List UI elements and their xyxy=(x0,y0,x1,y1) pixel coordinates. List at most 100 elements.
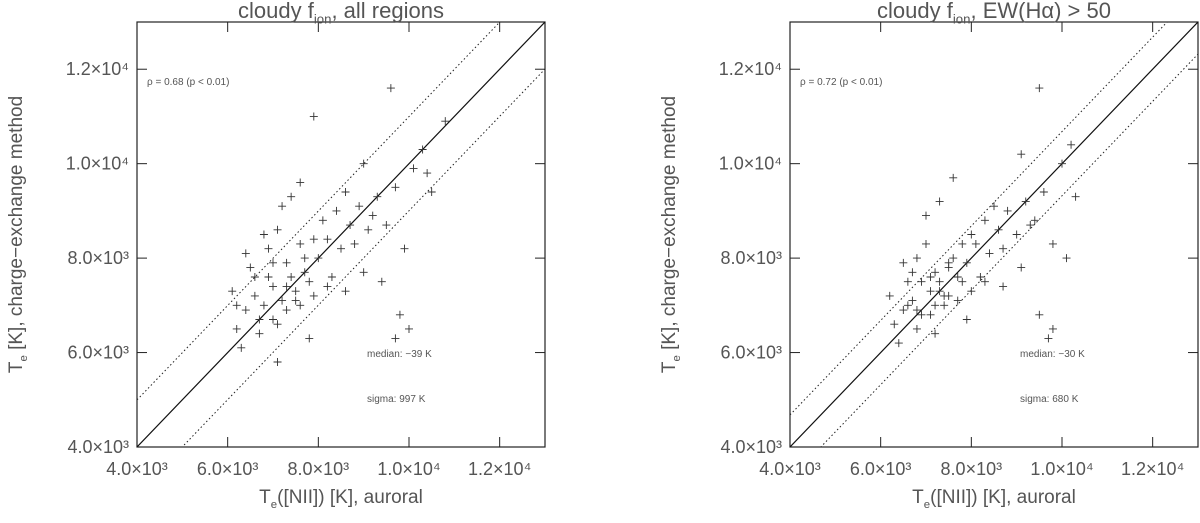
scatter-point xyxy=(1048,239,1057,248)
scatter-point xyxy=(1035,310,1044,319)
scatter-point xyxy=(332,206,341,215)
scatter-point xyxy=(1062,254,1071,263)
scatter-point xyxy=(949,173,958,182)
scatter-point xyxy=(926,287,935,296)
scatter-point xyxy=(409,164,418,173)
chart-title-main: cloudy f xyxy=(877,0,954,23)
y-tick-label: 1.2×10⁴ xyxy=(719,59,782,79)
scatter-point xyxy=(323,282,332,291)
scatter-point xyxy=(395,310,404,319)
scatter-point xyxy=(237,343,246,352)
y-axis-label-sub: e xyxy=(671,355,683,361)
y-axis-label-main: T xyxy=(6,361,27,373)
scatter-point xyxy=(922,239,930,248)
scatter-point xyxy=(377,277,386,286)
annotation: sigma: 997 K xyxy=(367,394,426,405)
scatter-point xyxy=(1026,221,1035,230)
scatter-point xyxy=(269,282,277,291)
scatter-point xyxy=(391,183,400,192)
panel: 4.0×10³ 6.0×10³ 8.0×10³ 1.0×10⁴ 1.2×10⁴ 4.0×1… xyxy=(6,0,546,511)
scatter-point xyxy=(962,258,971,267)
scatter-point xyxy=(999,282,1008,291)
chart-title-sub: ion xyxy=(314,12,332,27)
scatter-point xyxy=(368,211,377,220)
scatter-point xyxy=(885,291,894,300)
sigma-band-line xyxy=(137,22,501,401)
scatter-point xyxy=(423,169,432,178)
scatter-point xyxy=(282,282,291,291)
scatter-point xyxy=(908,268,917,277)
scatter-point xyxy=(1048,324,1057,333)
scatter-point xyxy=(250,291,259,300)
y-axis-label-main: T xyxy=(659,361,680,373)
scatter-point xyxy=(391,334,400,343)
x-tick-label: 1.2×10⁴ xyxy=(468,459,531,479)
scatter-point xyxy=(296,301,305,310)
scatter-point xyxy=(944,258,953,267)
chart-title-rest: , EW(Hα) > 50 xyxy=(970,0,1110,23)
scatter-point xyxy=(273,225,282,234)
chart-title-rest: , all regions xyxy=(331,0,444,23)
scatter-point xyxy=(990,202,998,211)
scatter-point xyxy=(337,244,345,253)
scatter-point xyxy=(1044,334,1053,343)
scatter-point xyxy=(259,230,268,239)
x-axis-label-rest: ([NII]) [K], auroral xyxy=(930,487,1076,508)
scatter-point xyxy=(949,254,958,263)
scatter-point xyxy=(287,192,296,201)
scatter-point xyxy=(1030,216,1039,225)
y-axis-label: Te [K], charge−exchange method xyxy=(659,96,683,373)
annotation: median: −39 K xyxy=(367,349,432,360)
scatter-point xyxy=(241,249,250,258)
x-tick-label: 4.0×10³ xyxy=(759,459,821,479)
y-tick-label: 4.0×10³ xyxy=(67,437,129,457)
scatter-point xyxy=(341,188,350,196)
y-axis-label: Te [K], charge−exchange method xyxy=(6,96,30,373)
scatter-point xyxy=(278,296,287,305)
scatter-point xyxy=(1017,263,1026,272)
annotation: ρ = 0.68 (p < 0.01) xyxy=(147,77,229,88)
scatter-point xyxy=(291,287,300,296)
x-tick-label: 6.0×10³ xyxy=(850,459,912,479)
chart-title-main: cloudy f xyxy=(238,0,315,23)
scatter-point xyxy=(931,329,940,338)
scatter-point xyxy=(341,287,350,296)
scatter-point xyxy=(1003,206,1012,215)
scatter-point xyxy=(935,197,944,206)
scatter-point xyxy=(903,277,912,286)
scatter-point xyxy=(241,306,250,315)
scatter-point xyxy=(1058,159,1066,168)
scatter-point xyxy=(346,221,355,230)
annotation: sigma: 680 K xyxy=(1020,394,1079,405)
scatter-point xyxy=(1017,150,1026,159)
scatter-point xyxy=(917,310,926,319)
x-axis-label-main: T xyxy=(259,487,271,508)
x-axis-label-main: T xyxy=(912,487,924,508)
scatter-point xyxy=(232,301,241,310)
y-tick-label: 8.0×10³ xyxy=(67,248,129,268)
scatter-point xyxy=(899,306,908,315)
scatter-point xyxy=(912,324,921,333)
scatter-point xyxy=(400,244,409,253)
scatter-point xyxy=(999,244,1008,253)
scatter-point xyxy=(935,287,944,296)
scatter-point xyxy=(255,329,264,338)
scatter-point xyxy=(382,221,391,230)
scatter-point xyxy=(1071,192,1080,201)
scatter-point xyxy=(926,273,935,281)
scatter-point xyxy=(305,334,314,343)
scatter-point xyxy=(259,301,268,310)
scatter-point xyxy=(228,287,237,296)
panel: 4.0×10³ 6.0×10³ 8.0×10³ 1.0×10⁴ 1.2×10⁴ 4.0×1… xyxy=(659,0,1199,511)
scatter-point xyxy=(318,216,327,225)
x-axis-label: Te([NII]) [K], auroral xyxy=(912,487,1076,511)
scatter-point xyxy=(264,244,273,253)
scatter-point xyxy=(282,258,291,267)
x-tick-label: 8.0×10³ xyxy=(941,459,1003,479)
scatter-point xyxy=(405,324,413,333)
scatter-point xyxy=(296,239,305,248)
scatter-point xyxy=(944,291,953,300)
axes-frame xyxy=(136,21,546,448)
scatter-point xyxy=(300,268,309,277)
